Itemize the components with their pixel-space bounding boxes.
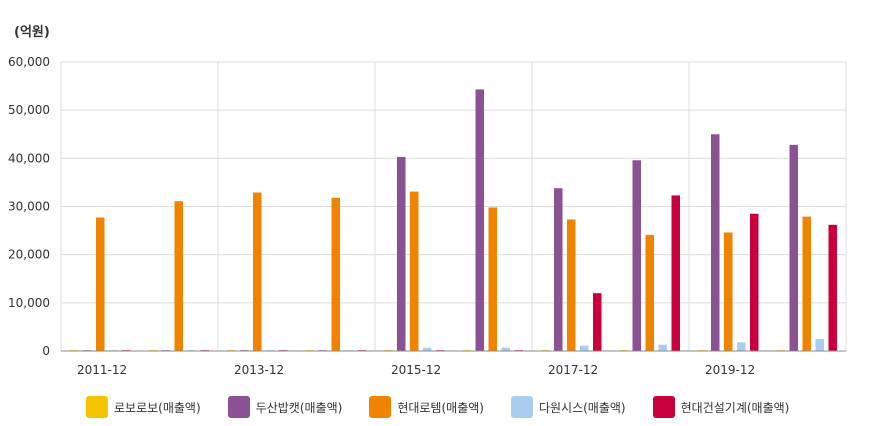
legend-swatch [510,396,533,418]
y-tick-label: 60,000 [8,55,50,69]
bar-2012-12-series-2 [174,201,183,351]
bar-2018-12-series-2 [645,234,654,351]
legend-swatch [652,396,675,418]
x-tick-label: 2017-12 [548,363,598,377]
legend-label: 두산밥캣(매출액) [255,400,343,415]
bar-2019-12-series-4 [750,213,759,351]
bar-2016-12-series-3 [501,347,510,351]
bar-2016-12-series-1 [475,89,484,351]
bar-2019-12-series-3 [737,342,746,351]
bar-2017-12-series-2 [567,219,576,351]
bar-2016-12-series-2 [488,207,497,351]
bar-2020-12-series-1 [789,144,798,351]
bar-2015-12-series-1 [397,156,406,351]
y-tick-label: 20,000 [8,248,50,262]
legend-swatch [86,396,108,418]
bar-2020-12-series-4 [828,224,837,351]
legend-label: 현대건설기계(매출액) [680,400,790,415]
legend-swatch [227,396,250,418]
legend-item[interactable]: 두산밥캣(매출액) [227,396,343,418]
bar-2019-12-series-2 [724,232,733,351]
bar-2013-12-series-2 [253,192,262,351]
bar-2017-12-series-4 [593,293,602,351]
bar-2018-12-series-4 [671,195,680,351]
legend: 로보로보(매출액) 두산밥캣(매출액) 현대로템(매출액) 다원시스(매출액) 현대건설… [86,396,816,418]
legend-item[interactable]: 현대로템(매출액) [369,396,484,418]
y-tick-label: 10,000 [8,296,50,310]
x-tick-label: 2019-12 [705,363,755,377]
y-tick-label: 0 [42,344,50,358]
bar-2017-12-series-1 [554,188,563,351]
bar-2011-12-series-2 [96,217,105,351]
bar-2017-12-series-3 [580,345,589,351]
bar-2015-12-series-3 [423,347,432,351]
bars [70,89,837,351]
x-tick-label: 2015-12 [391,363,441,377]
legend-label: 로보로보(매출액) [114,400,201,415]
bar-2015-12-series-2 [410,191,419,351]
legend-label: 현대로템(매출액) [397,400,484,415]
y-axis-unit-label: (억원) [14,25,50,40]
y-tick-label: 40,000 [8,151,50,165]
bar-2019-12-series-1 [711,134,720,351]
bar-2014-12-series-2 [331,197,340,351]
x-tick-label: 2011-12 [77,363,127,377]
legend-swatch [369,396,392,418]
y-tick-label: 50,000 [8,103,50,117]
legend-label: 다원시스(매출액) [538,400,626,415]
bar-2018-12-series-1 [632,160,641,351]
axes: 0 10,000 20,000 30,000 40,000 50,000 60,000 201… [8,55,846,377]
bar-2020-12-series-2 [802,216,811,351]
legend-item[interactable]: 다원시스(매출액) [510,396,626,418]
legend-item[interactable]: 현대건설기계(매출액) [652,396,790,418]
x-tick-label: 2013-12 [234,363,284,377]
bar-2020-12-series-3 [815,338,824,351]
bar-2018-12-series-3 [658,344,667,351]
legend-item[interactable]: 로보로보(매출액) [86,396,201,418]
y-tick-label: 30,000 [8,200,50,214]
